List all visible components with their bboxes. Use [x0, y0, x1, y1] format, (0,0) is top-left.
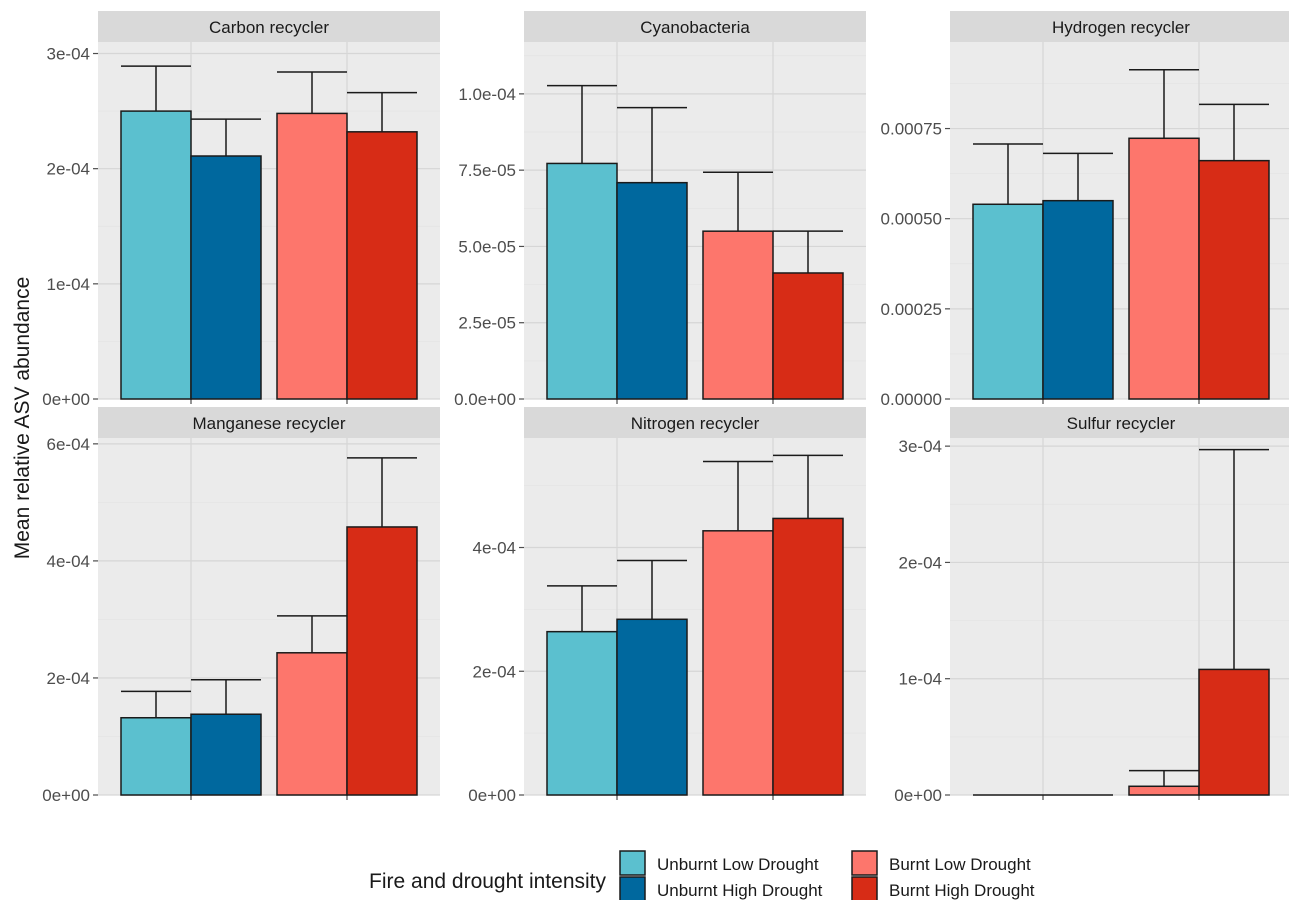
error-bar-burnt-high-drought [1199, 448, 1269, 670]
legend-key-burnt-low-drought [851, 850, 878, 876]
error-bar-unburnt-low-drought [121, 65, 191, 112]
bar-burnt-low-drought [276, 112, 348, 400]
bar-burnt-low-drought [702, 230, 774, 400]
error-bar-unburnt-high-drought [617, 559, 687, 620]
error-bar-burnt-low-drought [703, 460, 773, 531]
bar-burnt-high-drought [1198, 159, 1270, 400]
error-bar-burnt-high-drought [1199, 103, 1269, 161]
bar-burnt-high-drought [772, 272, 844, 400]
y-tick-label: 0e+00 [42, 786, 90, 805]
error-bar-unburnt-high-drought [191, 678, 261, 715]
y-tick-label: 0.00050 [881, 210, 942, 229]
legend-label-unburnt-high-drought: Unburnt High Drought [657, 881, 823, 900]
bar-burnt-low-drought [1128, 785, 1200, 796]
bar-unburnt-high-drought [190, 713, 262, 796]
legend-key-unburnt-high-drought [619, 876, 646, 900]
y-tick-label: 0e+00 [468, 786, 516, 805]
facet-title: Nitrogen recycler [631, 414, 760, 433]
y-tick-label: 4e-04 [47, 552, 90, 571]
facet-title: Carbon recycler [209, 18, 329, 37]
facet-strip [524, 407, 866, 438]
error-bar-unburnt-low-drought [547, 84, 617, 164]
legend-label-unburnt-low-drought: Unburnt Low Drought [657, 855, 819, 874]
bar-unburnt-low-drought [546, 162, 618, 400]
facet-title: Manganese recycler [192, 414, 345, 433]
y-tick-label: 2.5e-05 [458, 314, 516, 333]
facet-strip [524, 11, 866, 42]
error-bar-burnt-high-drought [773, 454, 843, 519]
y-tick-label: 4e-04 [473, 539, 516, 558]
legend: Fire and drought intensity Unburnt Low D… [369, 850, 1035, 900]
y-tick-label: 1.0e-04 [458, 85, 516, 104]
y-tick-label: 0e+00 [894, 786, 942, 805]
bar-burnt-low-drought [276, 652, 348, 796]
facet-title: Cyanobacteria [640, 18, 750, 37]
y-tick-label: 2e-04 [47, 669, 90, 688]
error-bar-burnt-low-drought [703, 171, 773, 232]
y-tick-label: 1e-04 [47, 275, 90, 294]
error-bar-burnt-high-drought [347, 457, 417, 527]
facet-title: Hydrogen recycler [1052, 18, 1190, 37]
error-bar-unburnt-high-drought [617, 106, 687, 183]
bar-burnt-low-drought [1128, 137, 1200, 400]
bar-burnt-high-drought [346, 131, 418, 400]
bar-unburnt-low-drought [546, 630, 618, 796]
legend-title: Fire and drought intensity [369, 870, 606, 893]
y-tick-label: 3e-04 [899, 437, 942, 456]
panel-sulfur-recycler: 0e+00 1e-04 2e-04 3e-04 Sulfur recycler [894, 407, 1289, 805]
panel-carbon-recycler: 0e+00 1e-04 2e-04 3e-04 Carbon recycler [42, 11, 440, 409]
bar-unburnt-low-drought [120, 110, 192, 400]
error-bar-burnt-low-drought [1129, 69, 1199, 139]
bar-burnt-high-drought [772, 517, 844, 796]
y-tick-label: 6e-04 [47, 435, 90, 454]
error-bar-burnt-low-drought [277, 71, 347, 114]
legend-label-burnt-low-drought: Burnt Low Drought [889, 855, 1031, 874]
y-axis-label: Mean relative ASV abundance [11, 277, 34, 560]
facet-title: Sulfur recycler [1067, 414, 1176, 433]
panel-manganese-recycler: 0e+00 2e-04 4e-04 6e-04 Manganese recycler [42, 407, 440, 805]
error-bar-unburnt-high-drought [191, 118, 261, 157]
error-bar-burnt-low-drought [1129, 769, 1199, 787]
facet-strip [98, 407, 440, 438]
y-tick-label: 0.00075 [881, 120, 942, 139]
bar-unburnt-low-drought [972, 203, 1044, 400]
facet-strip [950, 407, 1289, 438]
bar-burnt-high-drought [1198, 668, 1270, 796]
error-bar-unburnt-high-drought [1043, 152, 1113, 201]
legend-label-burnt-high-drought: Burnt High Drought [889, 881, 1035, 900]
error-bar-unburnt-low-drought [547, 585, 617, 632]
legend-key-unburnt-low-drought [619, 850, 646, 876]
facet-strip [98, 11, 440, 42]
y-tick-label: 0.0e+00 [454, 390, 516, 409]
y-tick-label: 0e+00 [42, 390, 90, 409]
bar-unburnt-high-drought [1042, 199, 1114, 400]
bar-burnt-low-drought [702, 530, 774, 796]
y-tick-label: 5.0e-05 [458, 237, 516, 256]
y-tick-label: 0.00025 [881, 300, 942, 319]
error-bar-burnt-low-drought [277, 615, 347, 653]
error-bar-unburnt-low-drought [121, 690, 191, 718]
error-bar-burnt-high-drought [773, 230, 843, 273]
bar-burnt-high-drought [346, 526, 418, 796]
y-tick-label: 3e-04 [47, 45, 90, 64]
legend-key-burnt-high-drought [851, 876, 878, 900]
error-bar-burnt-high-drought [347, 91, 417, 132]
bar-unburnt-high-drought [616, 618, 688, 796]
panel-cyanobacteria: 0.0e+00 2.5e-05 5.0e-05 7.5e-05 1.0e-04 Cyano… [454, 11, 866, 409]
error-bar-unburnt-low-drought [973, 143, 1043, 205]
bar-unburnt-high-drought [616, 181, 688, 400]
y-tick-label: 1e-04 [899, 670, 942, 689]
y-tick-label: 0.00000 [881, 390, 942, 409]
facet-strip [950, 11, 1289, 42]
bar-unburnt-high-drought [190, 155, 262, 400]
panel-hydrogen-recycler: 0.00000 0.00025 0.00050 0.00075 Hydrogen rec… [881, 11, 1289, 409]
y-tick-label: 7.5e-05 [458, 161, 516, 180]
y-tick-label: 2e-04 [899, 553, 942, 572]
y-tick-label: 2e-04 [47, 160, 90, 179]
y-tick-label: 2e-04 [473, 662, 516, 681]
panel-nitrogen-recycler: 0e+00 2e-04 4e-04 Nitrogen recycler [468, 407, 866, 805]
bar-unburnt-low-drought [120, 716, 192, 796]
